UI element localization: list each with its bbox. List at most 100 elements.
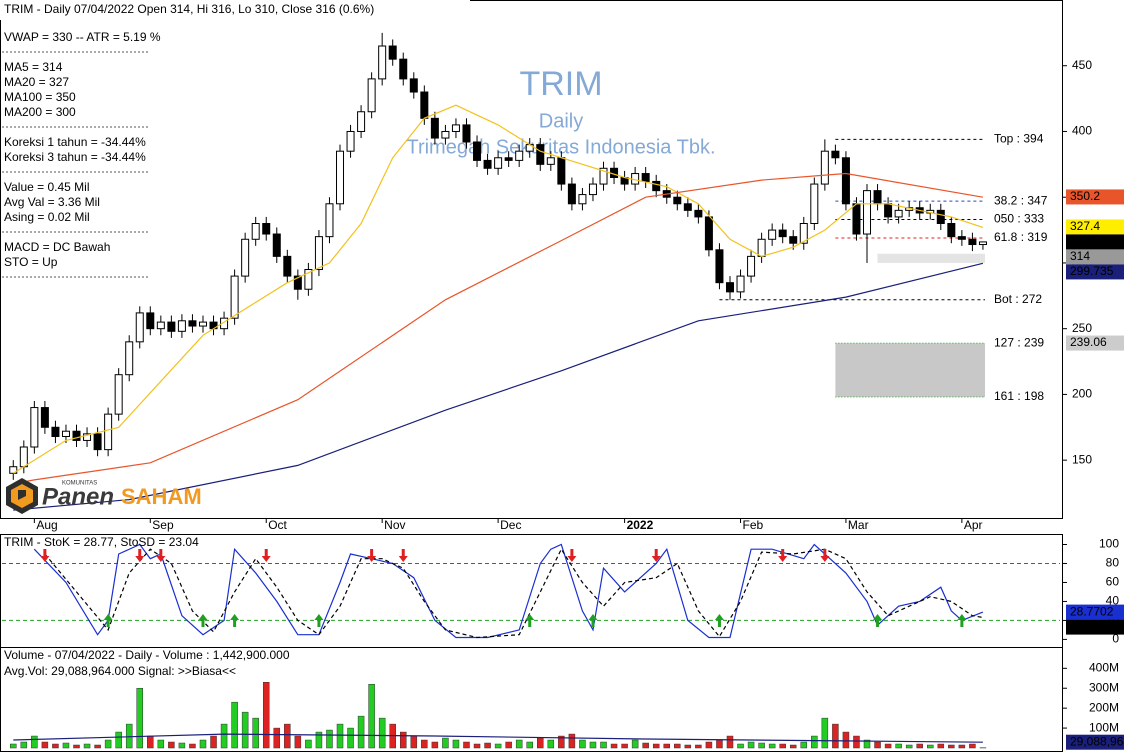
volume-bar bbox=[726, 735, 734, 749]
candle-body bbox=[515, 150, 524, 161]
volume-bar bbox=[895, 743, 902, 749]
price-tag bbox=[1066, 249, 1124, 265]
watermark-company: Trimegah Sekuritas Indonesia Tbk. bbox=[406, 136, 715, 158]
volume-bar bbox=[484, 742, 491, 749]
candle-body bbox=[177, 320, 186, 332]
fib-label: 61.8 : 319 bbox=[994, 230, 1048, 244]
volume-bar bbox=[10, 743, 17, 749]
volume-bar bbox=[716, 739, 723, 749]
volume-bar bbox=[579, 739, 586, 749]
volume-bar bbox=[147, 735, 154, 749]
down-arrow bbox=[820, 549, 830, 562]
x-tick-label: Feb bbox=[743, 518, 764, 532]
candle-body bbox=[831, 150, 840, 159]
candle-body bbox=[409, 78, 418, 93]
up-arrow bbox=[230, 614, 240, 627]
candle-body bbox=[262, 223, 271, 235]
volume-panel bbox=[0, 647, 1063, 752]
volume-bar bbox=[832, 723, 839, 749]
volume-bar bbox=[31, 735, 38, 749]
up-arrow bbox=[957, 614, 967, 627]
price-tag-label: 350.2 bbox=[1070, 189, 1100, 203]
y-tick-label: 60 bbox=[1106, 575, 1120, 589]
volume-bar bbox=[737, 743, 744, 749]
info-line: Koreksi 1 tahun = -34.44% bbox=[4, 135, 146, 149]
candle-body bbox=[61, 430, 70, 437]
down-arrow bbox=[778, 549, 788, 562]
y-tick-label: 0 bbox=[1112, 632, 1119, 646]
up-arrow bbox=[103, 614, 113, 627]
info-box: VWAP = 330 -- ATR = 5.19 % MA5 = 314MA20 … bbox=[2, 30, 161, 278]
panel-title: Volume - 07/04/2022 - Daily - Volume : 1… bbox=[4, 648, 290, 662]
candle-body bbox=[736, 275, 745, 293]
volume-bar bbox=[558, 735, 565, 749]
volume-bar bbox=[916, 743, 923, 749]
volume-bar bbox=[705, 741, 713, 749]
candle-body bbox=[968, 238, 977, 246]
candle-body bbox=[494, 157, 503, 169]
volume-bar bbox=[600, 741, 607, 749]
volume-bar bbox=[537, 737, 544, 749]
price-tag-label: 23.0355 bbox=[1070, 619, 1114, 633]
volume-bar bbox=[884, 743, 892, 749]
panel-title: TRIM - StoK = 28.77, StoSD = 23.04 bbox=[4, 535, 199, 549]
down-arrow bbox=[156, 549, 166, 562]
candle-body bbox=[778, 229, 787, 238]
price-tag-label: 327.4 bbox=[1070, 219, 1100, 233]
volume-bar bbox=[199, 739, 207, 749]
volume-bar bbox=[136, 687, 143, 749]
candle-body bbox=[641, 173, 650, 182]
candle-body bbox=[978, 241, 987, 246]
volume-bar bbox=[168, 741, 175, 749]
candle-body bbox=[715, 249, 724, 284]
candle-body bbox=[430, 117, 439, 139]
candle-body bbox=[188, 320, 197, 327]
y-tick-label: 100 bbox=[1099, 537, 1119, 551]
price-tag bbox=[1066, 234, 1124, 250]
candle-body bbox=[683, 203, 692, 211]
candle-body bbox=[894, 209, 903, 218]
candle-body bbox=[789, 236, 798, 244]
candle-body bbox=[388, 45, 397, 60]
volume-bar bbox=[747, 741, 755, 749]
volume-bar bbox=[927, 744, 934, 749]
volume-bar bbox=[400, 731, 407, 749]
volume-bar bbox=[305, 739, 312, 749]
volume-bar bbox=[104, 739, 112, 749]
volume-bar bbox=[969, 743, 976, 749]
candle-body bbox=[83, 433, 92, 441]
y-tick-label: 80 bbox=[1106, 556, 1120, 570]
candle-body bbox=[135, 312, 144, 343]
y-tick-label: 450 bbox=[1072, 58, 1092, 72]
candle-body bbox=[230, 275, 239, 319]
candle-body bbox=[357, 111, 366, 132]
header: TRIM - Daily 07/04/2022 Open 314, Hi 316… bbox=[4, 2, 374, 16]
candle-body bbox=[51, 426, 60, 437]
watermark: TRIM Daily Trimegah Sekuritas Indonesia … bbox=[406, 65, 715, 158]
down-arrow bbox=[261, 549, 271, 562]
volume-bar bbox=[442, 737, 449, 749]
candle-body bbox=[420, 91, 429, 119]
volume-bar bbox=[94, 744, 101, 749]
volume-bar bbox=[189, 743, 196, 749]
volume-bar bbox=[874, 741, 881, 749]
volume-bar bbox=[621, 743, 628, 749]
candle-body bbox=[293, 275, 302, 290]
price-tag bbox=[1066, 189, 1124, 205]
volume-bar bbox=[663, 743, 670, 749]
volume-bar bbox=[315, 731, 323, 749]
y-tick-label: 250 bbox=[1072, 321, 1092, 335]
price-tag bbox=[1066, 264, 1124, 280]
candle-body bbox=[220, 317, 229, 330]
candle-body bbox=[536, 144, 545, 165]
candle-body bbox=[19, 446, 28, 468]
y-tick-label: 400M bbox=[1089, 660, 1119, 674]
y-tick-label: 200 bbox=[1072, 387, 1092, 401]
candle-body bbox=[367, 78, 376, 113]
info-line: Koreksi 3 tahun = -34.44% bbox=[4, 150, 146, 164]
volume-bar bbox=[178, 742, 186, 749]
candle-body bbox=[578, 194, 587, 205]
candle-body bbox=[272, 233, 281, 257]
candle-body bbox=[652, 180, 661, 192]
volume-bar bbox=[347, 727, 354, 749]
